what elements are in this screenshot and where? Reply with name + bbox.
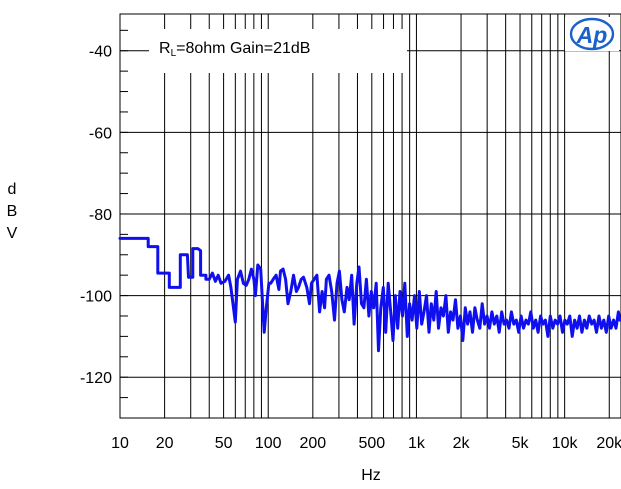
y-tick-labels: -40 -60 -80 -100 -120 <box>80 44 112 387</box>
y-axis-title-letter: B <box>7 203 18 220</box>
y-tick-label: -120 <box>80 370 112 387</box>
y-axis-title: dBV <box>7 181 18 242</box>
x-tick-label: 2k <box>453 435 471 452</box>
ap-logo-text: Ap <box>576 22 608 48</box>
y-tick-label: -100 <box>80 289 112 306</box>
y-tick-label: -60 <box>89 125 112 142</box>
annotation-box: RL=8ohm Gain=21dB <box>149 29 407 73</box>
x-axis-title: Hz <box>361 467 381 484</box>
x-tick-label: 10 <box>111 435 129 452</box>
y-axis-title-letter: d <box>8 181 17 198</box>
y-axis-title-letter: V <box>7 225 18 242</box>
x-tick-label: 200 <box>299 435 326 452</box>
x-tick-label: 100 <box>255 435 282 452</box>
minor-ticks <box>120 29 128 399</box>
x-tick-labels: 10 20 50 100 200 500 1k 2k 5k 10k 20k <box>111 435 621 452</box>
series-line <box>118 236 621 353</box>
grid <box>120 14 621 418</box>
x-tick-label: 5k <box>512 435 530 452</box>
x-tick-label: 50 <box>215 435 233 452</box>
x-tick-label: 500 <box>358 435 385 452</box>
plot-frame <box>119 13 621 419</box>
annotation-text: RL=8ohm Gain=21dB <box>159 40 310 59</box>
x-tick-label: 1k <box>408 435 426 452</box>
x-tick-label: 20 <box>156 435 174 452</box>
x-tick-label: 20k <box>596 435 621 452</box>
y-tick-label: -40 <box>89 44 112 61</box>
x-tick-label: 10k <box>552 435 579 452</box>
ap-logo: Ap <box>565 17 619 51</box>
y-tick-label: -80 <box>89 207 112 224</box>
